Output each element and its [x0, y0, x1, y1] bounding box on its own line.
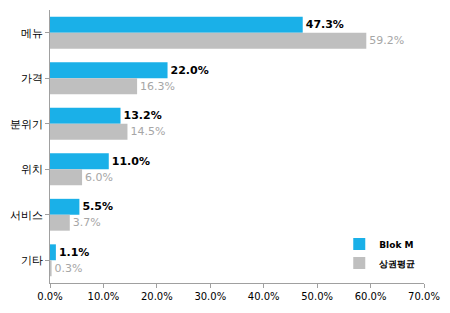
svg-text:16.3%: 16.3% [140, 80, 175, 93]
svg-text:가격: 가격 [21, 72, 43, 85]
svg-text:메뉴: 메뉴 [21, 27, 43, 40]
svg-text:47.3%: 47.3% [306, 18, 344, 31]
svg-text:3.7%: 3.7% [73, 216, 101, 229]
svg-text:5.5%: 5.5% [82, 200, 113, 213]
svg-text:30.0%: 30.0% [194, 291, 226, 302]
svg-text:60.0%: 60.0% [355, 291, 387, 302]
svg-text:분위기: 분위기 [10, 118, 43, 131]
svg-text:상권평균: 상권평균 [379, 259, 415, 269]
svg-text:0.3%: 0.3% [55, 262, 83, 275]
svg-text:기타: 기타 [21, 254, 43, 267]
svg-text:13.2%: 13.2% [124, 109, 162, 122]
svg-text:20.0%: 20.0% [141, 291, 173, 302]
svg-text:14.5%: 14.5% [130, 125, 165, 138]
svg-text:Blok M: Blok M [379, 240, 413, 250]
svg-text:50.0%: 50.0% [301, 291, 333, 302]
svg-text:59.2%: 59.2% [369, 34, 404, 47]
svg-text:11.0%: 11.0% [112, 155, 150, 168]
svg-text:1.1%: 1.1% [59, 246, 90, 259]
svg-text:6.0%: 6.0% [85, 171, 113, 184]
svg-text:0.0%: 0.0% [37, 291, 62, 302]
svg-text:22.0%: 22.0% [171, 64, 209, 77]
svg-text:10.0%: 10.0% [88, 291, 120, 302]
svg-text:서비스: 서비스 [10, 209, 43, 222]
svg-text:40.0%: 40.0% [248, 291, 280, 302]
svg-text:위치: 위치 [21, 163, 43, 176]
svg-text:70.0%: 70.0% [408, 291, 440, 302]
